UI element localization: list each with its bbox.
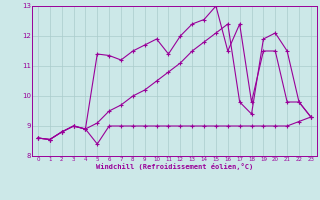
- X-axis label: Windchill (Refroidissement éolien,°C): Windchill (Refroidissement éolien,°C): [96, 163, 253, 170]
